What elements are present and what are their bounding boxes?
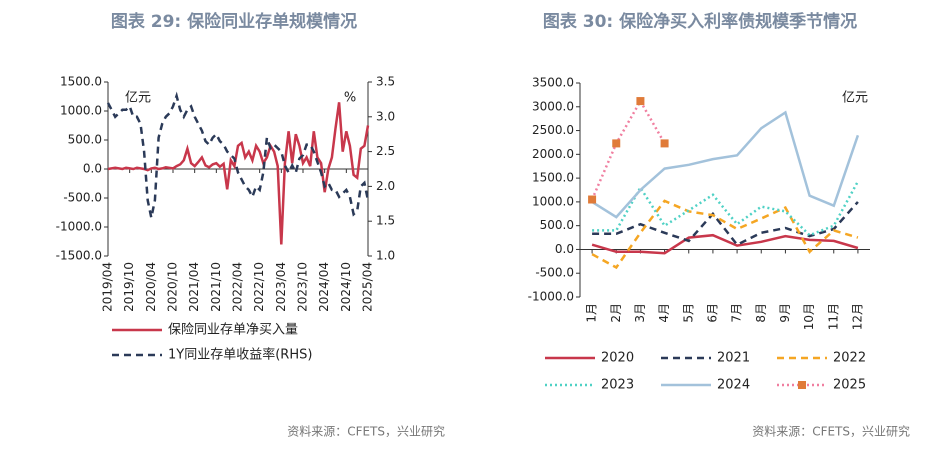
y-tick-label: -1000.0 (56, 220, 102, 234)
x-tick-label: 7月 (730, 303, 744, 323)
x-tick-label: 5月 (681, 303, 695, 323)
series-line (107, 102, 370, 245)
y-tick-label: 0.0 (555, 242, 574, 256)
marker (588, 195, 597, 204)
legend-label: 2023 (601, 378, 634, 393)
legend-label: 2025 (833, 378, 866, 393)
y2-tick-label: 3.0 (376, 109, 395, 123)
x-tick-label: 9月 (778, 303, 792, 323)
marker (612, 139, 621, 148)
y-tick-label: 500.0 (540, 218, 574, 232)
series-line (591, 110, 860, 219)
series-line (590, 98, 666, 200)
y2-tick-label: 1.5 (376, 214, 395, 228)
x-tick-label: 12月 (850, 303, 864, 330)
unit-label: % (344, 91, 356, 106)
x-tick-label: 2020/04 (144, 262, 158, 312)
marker (636, 97, 645, 106)
y-tick-label: 1500.0 (60, 75, 102, 89)
source: 资料来源：CFETS，兴业研究 (752, 424, 910, 439)
unit-label: 亿元 (842, 91, 868, 106)
x-tick-label: 3月 (633, 303, 647, 323)
y-tick-label: 1000.0 (532, 194, 574, 208)
x-tick-label: 2023/04 (274, 262, 288, 312)
series-line (591, 199, 859, 270)
legend-label: 保险同业存单净买入量 (168, 323, 298, 338)
x-tick-label: 11月 (826, 303, 840, 330)
x-tick-label: 2021/10 (209, 262, 223, 312)
x-tick-label: 2024/04 (317, 262, 331, 312)
x-tick-label: 2023/10 (296, 262, 310, 312)
unit-label: 亿元 (125, 91, 151, 106)
x-tick-label: 6月 (705, 303, 719, 323)
x-tick-label: 1月 (585, 303, 599, 323)
legend-label: 2024 (717, 378, 750, 393)
y-tick-label: 2500.0 (532, 123, 574, 137)
y-tick-label: -500.0 (63, 191, 102, 205)
legend-label: 2020 (601, 351, 634, 366)
y-tick-label: -1500.0 (56, 249, 102, 263)
series-line (592, 201, 859, 247)
y2-tick-label: 2.0 (376, 179, 395, 193)
chart-title: 图表 29: 保险同业存单规模情况 (111, 11, 357, 32)
legend-label: 2021 (717, 351, 750, 366)
x-tick-label: 2022/10 (252, 262, 266, 312)
x-tick-label: 10月 (802, 303, 816, 330)
y-tick-label: -500.0 (535, 266, 574, 280)
y-tick-label: 3500.0 (532, 76, 574, 90)
x-tick-label: 2019/04 (101, 262, 115, 312)
x-tick-label: 8月 (754, 303, 768, 323)
y-tick-label: -1000.0 (528, 290, 574, 304)
x-tick-label: 4月 (657, 303, 671, 323)
marker (660, 139, 669, 148)
x-tick-label: 2024/10 (339, 262, 353, 312)
y-tick-label: 0.0 (83, 162, 102, 176)
x-tick-label: 2020/10 (166, 262, 180, 312)
x-tick-label: 2月 (609, 303, 623, 323)
x-tick-label: 2021/04 (187, 262, 201, 312)
y-tick-label: 2000.0 (532, 147, 574, 161)
chart-title: 图表 30: 保险净买入利率债规模季节情况 (543, 11, 857, 32)
legend-label: 2022 (833, 351, 866, 366)
legend-label: 1Y同业存单收益率(RHS) (168, 347, 312, 363)
legend-marker (798, 381, 806, 389)
y-tick-label: 1500.0 (532, 171, 574, 185)
y2-tick-label: 2.5 (376, 144, 395, 158)
series-line (106, 91, 370, 218)
y2-tick-label: 1.0 (376, 249, 395, 263)
x-tick-label: 2025/04 (361, 262, 375, 312)
x-tick-label: 2022/04 (231, 262, 245, 312)
x-tick-label: 2019/10 (122, 262, 136, 312)
y-tick-label: 500.0 (68, 133, 102, 147)
source: 资料来源：CFETS，兴业研究 (287, 424, 445, 439)
series-line (591, 233, 859, 255)
y-tick-label: 3000.0 (532, 99, 574, 113)
y2-tick-label: 3.5 (376, 75, 395, 89)
y-tick-label: 1000.0 (60, 104, 102, 118)
